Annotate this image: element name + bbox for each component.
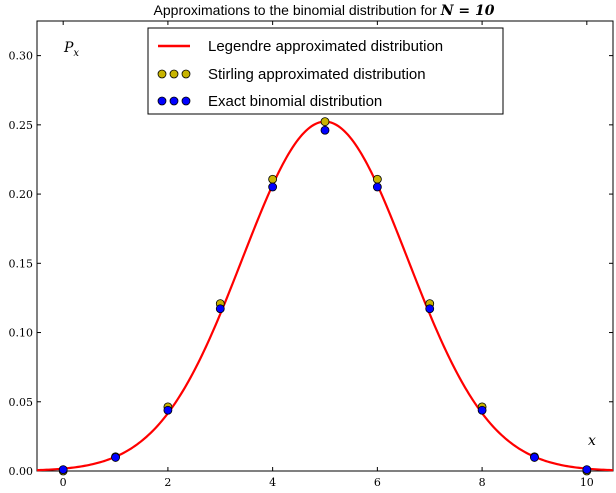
binomial-point [582,465,592,475]
y-tick-label: 0.15 [9,257,34,270]
binomial-point [320,125,330,135]
legend-marker-swatch [157,69,167,79]
chart-title-math: N = 10 [440,3,495,19]
binomial-point [215,304,225,314]
y-axis-label-main: P [63,40,74,56]
y-tick-label: 0.30 [9,50,34,63]
y-tick-label: 0.25 [9,119,34,132]
binomial-point [111,453,120,462]
legend-marker-swatch [169,69,179,79]
y-axis-label-subscript: x [73,48,79,59]
y-tick-label: 0.05 [9,396,34,409]
x-tick-label: 10 [580,476,594,489]
y-tick-label: 0.20 [9,188,34,201]
x-tick-label: 0 [60,476,67,489]
plot-series [36,117,614,476]
x-axis-label: x [588,433,596,449]
binomial-point [268,182,278,192]
legend-label: Exact binomial distribution [208,93,382,110]
stirling-point [320,117,330,127]
binomial-point [530,453,539,462]
chart-title: Approximations to the binomial distribut… [154,2,495,19]
chart-title-prefix: Approximations to the binomial distribut… [154,2,441,18]
y-axis-ticks: 0.00 0.05 0.10 0.15 0.20 0.25 0.30 [9,50,613,478]
legend-box [147,27,504,115]
plot-area [36,20,614,472]
legendre-curve [36,120,614,472]
stirling-point [372,174,382,184]
binomial-point [163,405,173,415]
legend-marker-swatch [181,96,191,106]
stirling-point [268,174,278,184]
legend-marker-swatch [181,69,191,79]
legend-marker-swatch [157,96,167,106]
x-tick-label: 6 [374,476,381,489]
legend: Legendre approximated distribution Stirli… [147,27,504,115]
binomial-point [425,304,435,314]
y-tick-label: 0.00 [9,465,34,478]
y-axis-label: Px [63,40,79,59]
legend-label: Stirling approximated distribution [208,66,426,83]
legend-label: Legendre approximated distribution [208,38,443,55]
binomial-point [477,405,487,415]
y-tick-label: 0.10 [9,327,34,340]
x-tick-label: 4 [269,476,276,489]
binomial-point [372,182,382,192]
legend-marker-swatch [169,96,179,106]
x-tick-label: 2 [164,476,171,489]
binomial-point [58,465,68,475]
x-tick-label: 8 [479,476,486,489]
